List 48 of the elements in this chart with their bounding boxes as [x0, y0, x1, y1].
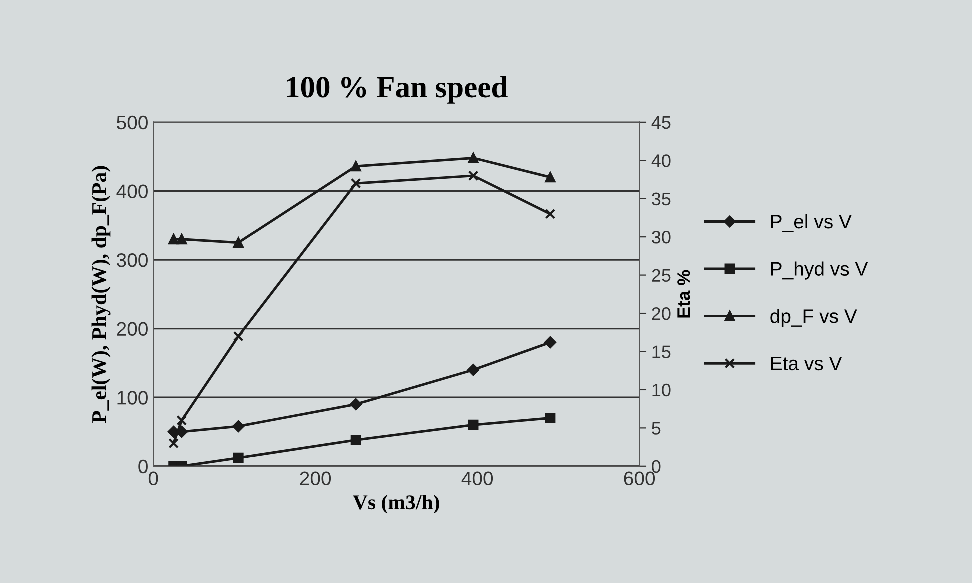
y2-tick-label: 0	[652, 460, 661, 474]
legend-label: P_el vs V	[771, 214, 852, 232]
y2-tick-label: 30	[652, 231, 671, 244]
y-tick-label: 100	[118, 391, 148, 405]
y-tick-label: 300	[117, 253, 148, 268]
y2-tick-label: 25	[652, 269, 671, 282]
x-tick-label: 0	[148, 472, 158, 486]
y-tick-label: 0	[138, 460, 148, 474]
point	[544, 336, 556, 349]
point	[233, 331, 244, 342]
legend-label: dp_F vs V	[770, 309, 858, 328]
legend-label: P_hyd vs V	[771, 262, 868, 280]
y-axis-title: P_el(W), Phyd(W), dp_F(Pa)	[92, 166, 111, 424]
y-tick-label: 500	[117, 116, 148, 130]
y-tick-label: 200	[117, 322, 148, 336]
point	[545, 172, 556, 183]
point	[232, 420, 245, 432]
x-tick-label: 600	[624, 472, 656, 486]
x-tick-label: 400	[462, 472, 494, 486]
point	[350, 178, 362, 189]
y2-tick-label: 10	[652, 384, 671, 397]
point	[176, 415, 188, 426]
y2-tick-label: 35	[652, 192, 671, 206]
point	[468, 420, 479, 430]
point	[545, 413, 556, 424]
y2-tick-label: 20	[652, 307, 671, 320]
point	[168, 234, 180, 245]
y2-axis-title: Eta %	[678, 270, 690, 318]
point	[545, 208, 556, 220]
legend-label: Eta vs V	[771, 357, 842, 371]
y2-tick-label: 15	[652, 346, 671, 358]
y2-tick-label: 40	[652, 154, 671, 168]
point	[176, 234, 188, 245]
y2-tick-label: 45	[652, 116, 671, 130]
point	[233, 238, 244, 248]
point	[350, 161, 362, 172]
point	[468, 364, 480, 376]
y-tick-label: 400	[116, 184, 148, 198]
x-axis-title: Vs (m3/h)	[353, 494, 440, 514]
point	[468, 152, 479, 164]
point	[350, 398, 362, 410]
y2-tick-label: 5	[652, 422, 661, 435]
chart-title: 100 % Fan speed	[287, 76, 508, 104]
point	[468, 170, 479, 182]
point	[350, 435, 362, 446]
point	[233, 452, 244, 464]
point	[168, 438, 180, 449]
x-tick-label: 200	[300, 472, 332, 486]
